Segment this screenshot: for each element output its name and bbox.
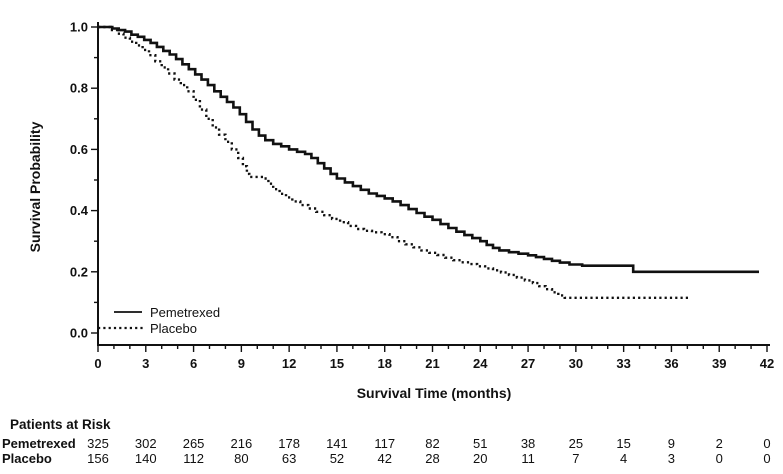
y-axis-title: Survival Probability	[27, 121, 43, 252]
at-risk-count-pemetrexed: 178	[278, 436, 300, 451]
at-risk-count-pemetrexed: 15	[616, 436, 630, 451]
x-axis-title: Survival Time (months)	[357, 385, 512, 401]
at-risk-count-pemetrexed: 82	[425, 436, 439, 451]
x-tick-label: 6	[190, 356, 197, 371]
y-tick-label: 0.8	[70, 81, 88, 96]
at-risk-count-pemetrexed: 51	[473, 436, 487, 451]
at-risk-count-placebo: 156	[87, 451, 109, 466]
axes-layer: 0 3 6 9 12 15 18 21 24 27 30 33 36 39 420.00.20.40.60.…	[70, 20, 774, 372]
at-risk-count-pemetrexed: 141	[326, 436, 348, 451]
x-tick-label: 36	[664, 356, 678, 371]
x-tick-label: 18	[377, 356, 391, 371]
x-tick-label: 24	[473, 356, 488, 371]
y-tick-label: 0.4	[70, 203, 89, 218]
legend: Pemetrexed Placebo	[98, 305, 220, 336]
x-tick-label: 30	[569, 356, 583, 371]
at-risk-count-placebo: 63	[282, 451, 296, 466]
y-tick-label: 0.0	[70, 326, 88, 341]
at-risk-table: Patients at Risk Pemetrexed Placebo	[2, 417, 111, 466]
at-risk-count-pemetrexed: 265	[183, 436, 205, 451]
x-tick-label: 3	[142, 356, 149, 371]
at-risk-count-pemetrexed: 9	[668, 436, 675, 451]
at-risk-count-placebo: 112	[183, 451, 204, 466]
x-tick-label: 21	[425, 356, 439, 371]
at-risk-count-pemetrexed: 302	[135, 436, 157, 451]
at-risk-count-placebo: 7	[572, 451, 579, 466]
placebo-survival-curve	[98, 25, 691, 299]
at-risk-count-placebo: 11	[521, 451, 535, 466]
x-tick-label: 0	[94, 356, 101, 371]
legend-label-placebo: Placebo	[150, 321, 197, 336]
at-risk-row-label-pemetrexed: Pemetrexed	[2, 436, 76, 451]
curves-layer	[98, 25, 759, 299]
y-tick-label: 0.2	[70, 264, 88, 279]
y-tick-label: 1.0	[70, 20, 88, 35]
at-risk-count-placebo: 52	[330, 451, 344, 466]
x-tick-label: 42	[760, 356, 774, 371]
at-risk-count-pemetrexed: 117	[374, 436, 395, 451]
at-risk-count-placebo: 4	[620, 451, 627, 466]
at-risk-count-pemetrexed: 216	[231, 436, 253, 451]
at-risk-count-pemetrexed: 38	[521, 436, 535, 451]
x-tick-label: 12	[282, 356, 296, 371]
at-risk-count-placebo: 140	[135, 451, 157, 466]
at-risk-count-placebo: 0	[763, 451, 770, 466]
at-risk-row-label-placebo: Placebo	[2, 451, 52, 466]
x-tick-label: 15	[330, 356, 344, 371]
at-risk-count-pemetrexed: 2	[716, 436, 723, 451]
at-risk-title: Patients at Risk	[10, 417, 111, 432]
x-tick-label: 39	[712, 356, 726, 371]
at-risk-count-pemetrexed: 0	[763, 436, 770, 451]
at-risk-count-placebo: 28	[425, 451, 439, 466]
at-risk-count-placebo: 20	[473, 451, 487, 466]
at-risk-count-pemetrexed: 25	[569, 436, 583, 451]
at-risk-count-placebo: 3	[668, 451, 675, 466]
at-risk-count-placebo: 0	[716, 451, 723, 466]
at-risk-count-placebo: 80	[234, 451, 248, 466]
x-tick-label: 27	[521, 356, 535, 371]
legend-label-pemetrexed: Pemetrexed	[150, 305, 220, 320]
x-tick-label: 9	[238, 356, 245, 371]
at-risk-count-pemetrexed: 325	[87, 436, 109, 451]
x-tick-label: 33	[616, 356, 630, 371]
y-tick-label: 0.6	[70, 142, 88, 157]
pemetrexed-survival-curve	[98, 25, 759, 274]
at-risk-count-placebo: 42	[377, 451, 391, 466]
